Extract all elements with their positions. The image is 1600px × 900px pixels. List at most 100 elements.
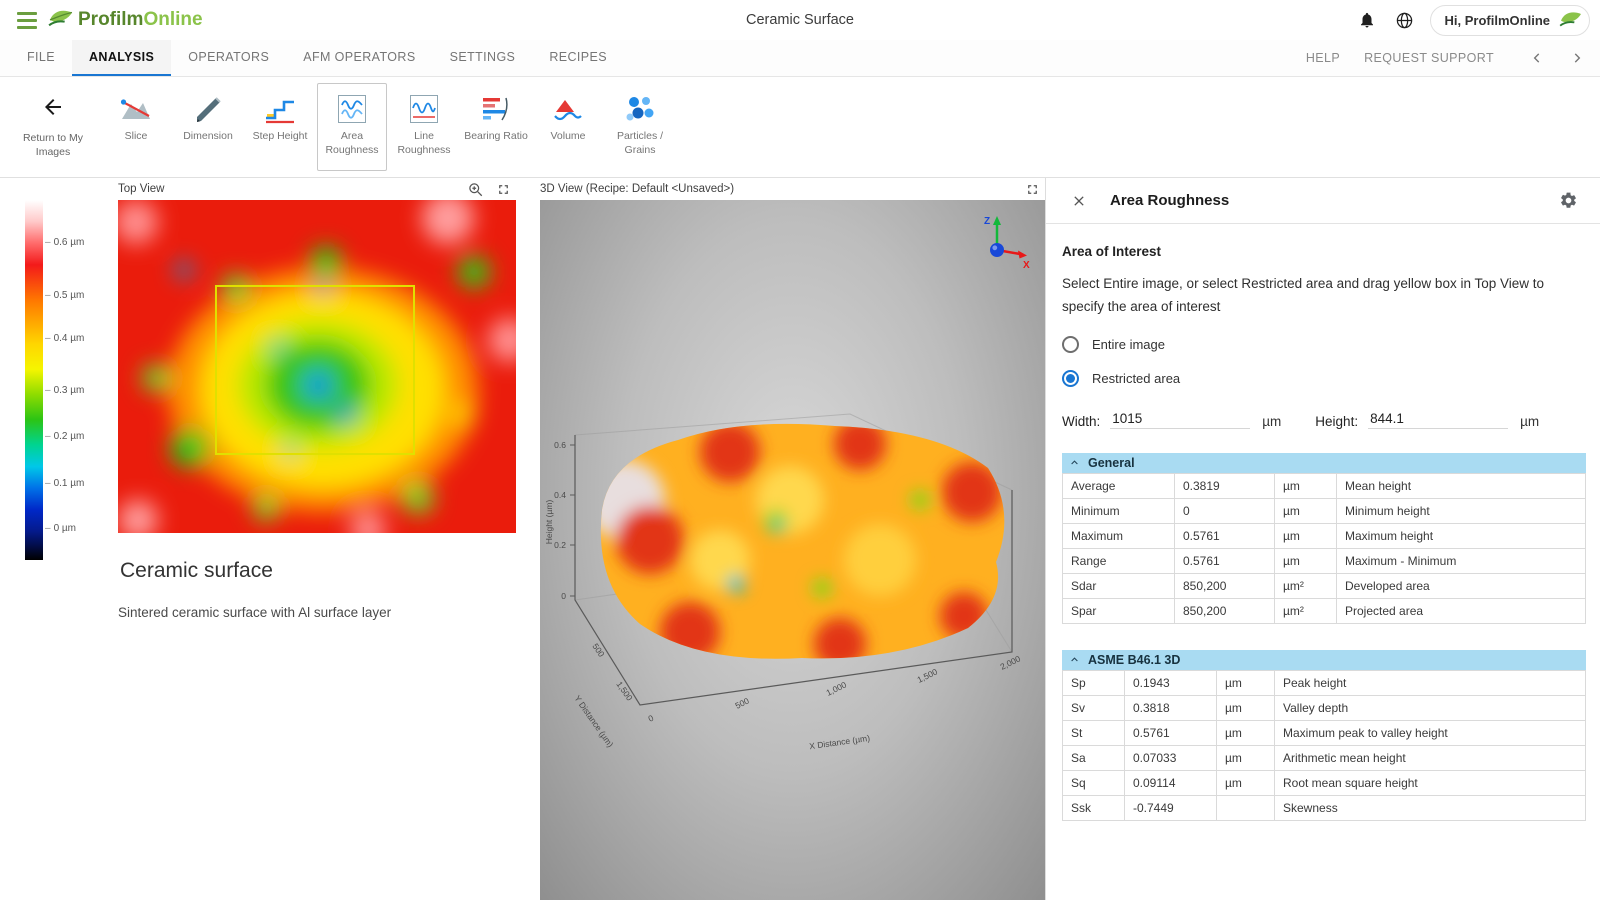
x-tick: 2,000 (998, 653, 1022, 671)
radio-restricted-area-control[interactable] (1062, 369, 1079, 387)
table-row: Maximum 0.5761 µm Maximum height (1062, 522, 1586, 549)
user-avatar (1559, 9, 1583, 32)
width-input[interactable] (1110, 410, 1251, 429)
metric-desc: Developed area (1336, 572, 1586, 599)
colorbar-tick: 0.5 µm (45, 290, 85, 301)
request-support-link[interactable]: REQUEST SUPPORT (1364, 51, 1494, 65)
tool-label: Line Roughness (397, 130, 451, 156)
metric-value: 0.3819 (1174, 472, 1275, 499)
top-view-heatmap[interactable] (118, 200, 516, 533)
close-icon[interactable] (1066, 188, 1092, 214)
section-title: General (1088, 455, 1135, 470)
tool-step-height[interactable]: Step Height (245, 83, 315, 171)
table-row: Sp 0.1943 µm Peak height (1062, 669, 1586, 696)
view3d-canvas[interactable]: 0.6 0.4 0.2 0 Height (µm) 0 500 1,000 1,… (540, 200, 1045, 900)
area-of-interest-box[interactable] (215, 285, 415, 455)
tab-analysis[interactable]: ANALYSIS (72, 40, 172, 76)
colorbar-tick: 0.3 µm (45, 385, 85, 396)
table-row: Average 0.3819 µm Mean height (1062, 472, 1586, 499)
chevron-right-icon[interactable] (1564, 45, 1590, 71)
tab-afm-operators[interactable]: AFM OPERATORS (303, 50, 416, 64)
brand-logo[interactable]: ProfilmOnline (48, 7, 203, 34)
metric-desc: Projected area (1336, 597, 1586, 624)
view3d-title: 3D View (Recipe: Default <Unsaved>) (540, 183, 735, 195)
metric-unit: µm (1216, 769, 1275, 796)
metric-name: Sq (1062, 769, 1125, 796)
sample-title: Ceramic surface (120, 559, 273, 582)
metric-unit: µm (1216, 669, 1275, 696)
tool-label: Step Height (252, 130, 308, 142)
metric-name: Sv (1062, 694, 1125, 721)
metric-name: Spar (1062, 597, 1175, 624)
zoom-in-icon[interactable] (466, 180, 484, 198)
radio-entire-image[interactable]: Entire image (1062, 335, 1586, 353)
table-row: Spar 850,200 µm² Projected area (1062, 597, 1586, 624)
heatmap-image (118, 200, 516, 533)
z-tick: 0.6 (554, 440, 566, 450)
tool-slice[interactable]: Slice (101, 83, 171, 171)
tab-recipes[interactable]: RECIPES (549, 50, 607, 64)
height-input[interactable] (1368, 410, 1509, 429)
metric-name: Sdar (1062, 572, 1175, 599)
area-of-interest-heading: Area of Interest (1062, 244, 1162, 259)
hamburger-menu-icon[interactable] (10, 3, 44, 37)
radio-entire-image-label: Entire image (1092, 336, 1165, 352)
general-section: General Average 0.3819 µm Mean height Minim… (1062, 452, 1586, 624)
tab-file[interactable]: FILE (27, 50, 55, 64)
asme-section: ASME B46.1 3D Sp 0.1943 µm Peak height Sv 0.… (1062, 649, 1586, 821)
tool-particles-grains[interactable]: Particles / Grains (605, 83, 675, 171)
return-to-my-images-button[interactable]: Return to My Images (6, 77, 100, 177)
language-globe-icon[interactable] (1392, 7, 1418, 33)
leaf-logo-icon (48, 7, 74, 34)
metric-name: St (1062, 719, 1125, 746)
metric-unit: µm (1274, 497, 1337, 524)
metric-name: Maximum (1062, 522, 1175, 549)
tool-dimension[interactable]: Dimension (173, 83, 243, 171)
tab-operators[interactable]: OPERATORS (188, 50, 270, 64)
table-row: Range 0.5761 µm Maximum - Minimum (1062, 547, 1586, 574)
area-of-interest-help-text: Select Entire image, or select Restricte… (1062, 276, 1545, 314)
metric-name: Ssk (1062, 794, 1125, 821)
tool-label: Bearing Ratio (464, 130, 528, 142)
aoi-dimensions: Width: µm Height: µm (1062, 410, 1586, 429)
user-menu[interactable]: Hi, ProfilmOnline (1429, 4, 1590, 36)
gear-icon[interactable] (1559, 191, 1578, 210)
tool-volume[interactable]: Volume (533, 83, 603, 171)
chevron-left-icon[interactable] (1524, 45, 1550, 71)
metric-value: 0.5761 (1124, 719, 1217, 746)
brand-profilm: Profilm (78, 9, 144, 30)
tool-label: Particles / Grains (616, 130, 664, 156)
tool-bearing-ratio[interactable]: Bearing Ratio (461, 83, 531, 171)
height-colorbar: 0.6 µm 0.5 µm 0.4 µm 0.3 µm 0.2 µm 0.1 µ… (0, 178, 95, 900)
analysis-toolbar: Return to My Images Slice Dimension Step… (0, 77, 1600, 178)
metric-unit: µm² (1274, 572, 1337, 599)
metric-name: Sa (1062, 744, 1125, 771)
tab-settings[interactable]: SETTINGS (449, 50, 516, 64)
colorbar-tick: 0.4 µm (45, 333, 85, 344)
metric-value: 0.5761 (1174, 547, 1275, 574)
fullscreen-icon[interactable] (1023, 180, 1041, 198)
metric-desc: Root mean square height (1274, 769, 1586, 796)
tool-line-roughness[interactable]: Line Roughness (389, 83, 459, 171)
volume-icon (552, 93, 584, 125)
surface-3d-plot: 0.6 0.4 0.2 0 Height (µm) 0 500 1,000 1,… (544, 413, 1022, 751)
width-label: Width: (1062, 413, 1101, 429)
metric-desc: Maximum - Minimum (1336, 547, 1586, 574)
help-link[interactable]: HELP (1305, 51, 1341, 65)
radio-entire-image-control[interactable] (1062, 335, 1079, 353)
section-header-general[interactable]: General (1062, 452, 1586, 473)
back-arrow-icon (41, 95, 65, 123)
section-header-asme[interactable]: ASME B46.1 3D (1062, 649, 1586, 670)
orientation-triad[interactable]: Z X (967, 212, 1031, 270)
bearing-ratio-icon (480, 93, 512, 125)
table-row: Sq 0.09114 µm Root mean square height (1062, 769, 1586, 796)
tool-area-roughness[interactable]: Area Roughness (317, 83, 387, 171)
notifications-bell-icon[interactable] (1354, 7, 1380, 33)
table-row: Sv 0.3818 µm Valley depth (1062, 694, 1586, 721)
x-tick: 500 (733, 695, 750, 710)
fullscreen-icon[interactable] (494, 180, 512, 198)
metric-desc: Mean height (1336, 472, 1586, 499)
radio-restricted-area[interactable]: Restricted area (1062, 369, 1586, 387)
section-title: ASME B46.1 3D (1088, 652, 1181, 667)
metric-value: 850,200 (1174, 572, 1275, 599)
